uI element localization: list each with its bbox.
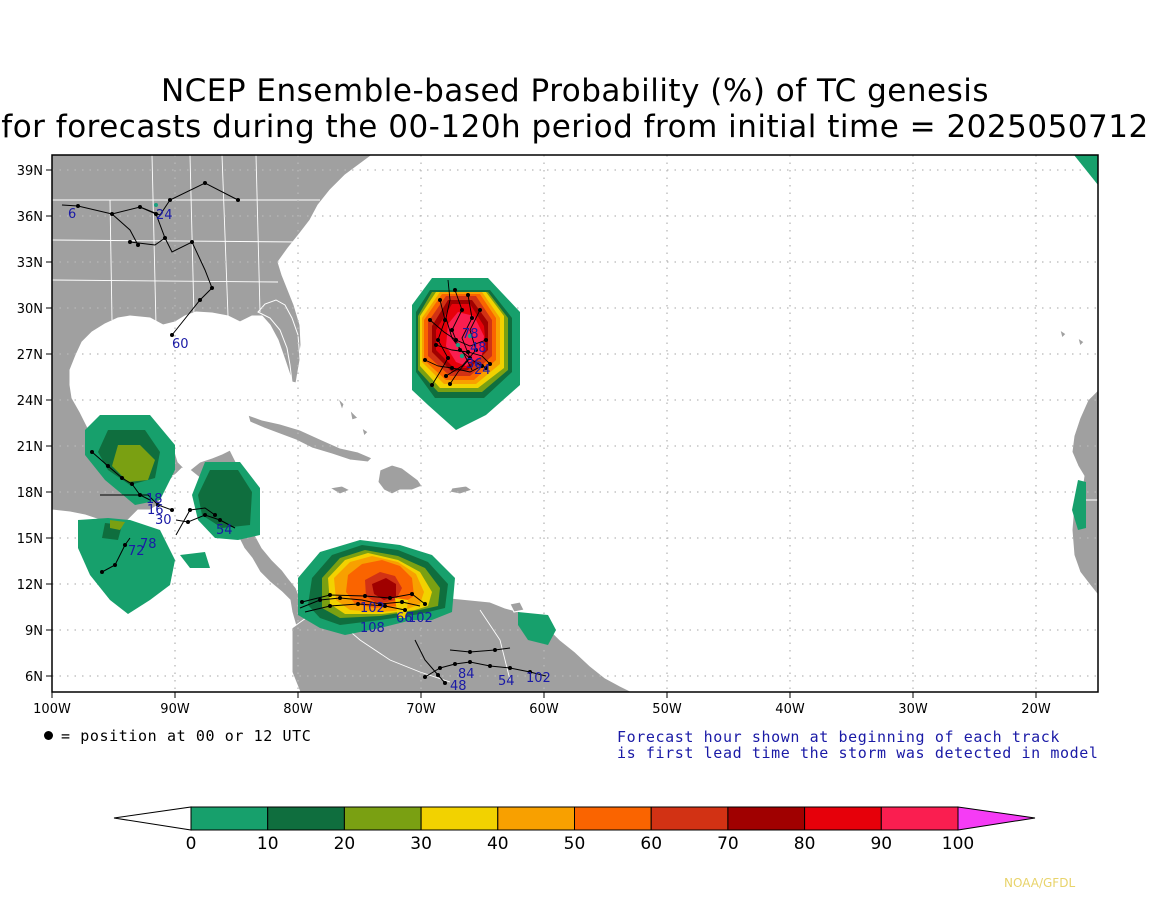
lat-label: 27N [17, 348, 43, 363]
colorbar-high-arrow [957, 806, 1036, 831]
probability-area-edges [1072, 155, 1098, 530]
lon-label: 100W [33, 702, 71, 717]
chart-title-line1: NCEP Ensemble-based Probability (%) of T… [160, 73, 990, 109]
hour-label: 16 [147, 503, 164, 518]
colorbar-swatch [267, 806, 345, 831]
colorbar-label: 80 [794, 834, 816, 854]
hour-label: 48 [450, 679, 467, 694]
lon-label: 90W [160, 702, 190, 717]
colorbar-swatch [650, 806, 729, 831]
colorbar-swatch [497, 806, 575, 831]
probability-area-central-america [78, 415, 260, 614]
track-start-markers [154, 203, 473, 359]
colorbar-swatch [343, 806, 422, 831]
lon-label: 30W [898, 702, 928, 717]
forecast-hour-labels: 6 24 60 18 16 30 78 72 54 102 108 66 48 … [68, 207, 551, 694]
hour-label: 24 [474, 363, 491, 378]
lat-label: 33N [17, 256, 43, 271]
track-position-dots [76, 181, 532, 685]
lat-label: 39N [17, 164, 43, 179]
lat-label: 15N [17, 532, 43, 547]
hour-label: 6 [68, 207, 76, 222]
colorbar-label: 0 [186, 834, 197, 854]
colorbar-label: 20 [334, 834, 356, 854]
colorbar-swatch [190, 806, 269, 831]
lon-label: 40W [775, 702, 805, 717]
position-legend: = position at 00 or 12 UTC [44, 727, 311, 745]
position-legend-text: = position at 00 or 12 UTC [61, 727, 312, 745]
colorbar-label: 10 [257, 834, 279, 854]
lat-label: 24N [17, 394, 43, 409]
colorbar-label: 90 [870, 834, 892, 854]
longitude-labels: 100W 90W 80W 70W 60W 50W 40W 30W 20W [33, 702, 1051, 717]
hour-label: 60 [172, 337, 189, 352]
colorbar-swatch [804, 806, 882, 831]
colorbar-label: 70 [717, 834, 739, 854]
colorbar-label: 40 [487, 834, 509, 854]
probability-area-caribbean [298, 540, 556, 645]
lat-label: 36N [17, 210, 43, 225]
hour-label: 72 [128, 544, 145, 559]
position-dot-icon [44, 731, 53, 740]
lat-label: 6N [25, 670, 43, 685]
colorbar-swatch [420, 806, 499, 831]
hour-label: 78 [462, 327, 479, 342]
colorbar-swatch [880, 806, 959, 831]
hour-label: 78 [140, 537, 157, 552]
colorbar-label: 50 [564, 834, 586, 854]
colorbar-label: 60 [640, 834, 662, 854]
hour-label: 84 [458, 667, 475, 682]
colorbar-swatches [190, 806, 959, 831]
lon-label: 20W [1021, 702, 1051, 717]
hour-label: 48 [470, 341, 487, 356]
lon-label: 70W [406, 702, 436, 717]
lat-label: 9N [25, 624, 43, 639]
hour-label: 54 [216, 523, 233, 538]
hour-label: 30 [155, 513, 172, 528]
forecast-note-line2: is first lead time the storm was detecte… [617, 744, 1099, 762]
map-frame [51, 154, 1099, 693]
lon-label: 60W [529, 702, 559, 717]
lat-label: 30N [17, 302, 43, 317]
hour-label: 102 [360, 601, 385, 616]
colorbar-low-arrow [113, 806, 192, 831]
lat-label: 18N [17, 486, 43, 501]
hour-label: 18 [146, 492, 163, 507]
lon-label: 50W [652, 702, 682, 717]
hour-label: 36 [466, 357, 483, 372]
hour-label: 108 [360, 621, 385, 636]
colorbar-label: 100 [942, 834, 974, 854]
credit: NOAA/GFDL [1004, 876, 1076, 890]
colorbar-swatch [574, 806, 652, 831]
hour-label: 66 [396, 611, 413, 626]
lat-label: 12N [17, 578, 43, 593]
hour-label: 102 [526, 671, 551, 686]
lon-label: 80W [283, 702, 313, 717]
lat-label: 21N [17, 440, 43, 455]
hour-label: 54 [498, 674, 515, 689]
chart-title-line2: for forecasts during the 00-120h period … [1, 109, 1149, 145]
hour-label: 102 [408, 611, 433, 626]
colorbar-label: 30 [410, 834, 432, 854]
latitude-labels: 39N 36N 33N 30N 27N 24N 21N 18N 15N 12N … [17, 164, 43, 685]
forecast-note-line1: Forecast hour shown at beginning of each… [617, 728, 1061, 746]
colorbar-labels: 0 10 20 30 40 50 60 70 80 90 100 [186, 834, 975, 854]
axis-ticks [46, 169, 1037, 698]
hour-label: 24 [156, 208, 173, 223]
colorbar-swatch [727, 806, 806, 831]
colorbar: 0 10 20 30 40 50 60 70 80 90 100 [113, 806, 1036, 854]
